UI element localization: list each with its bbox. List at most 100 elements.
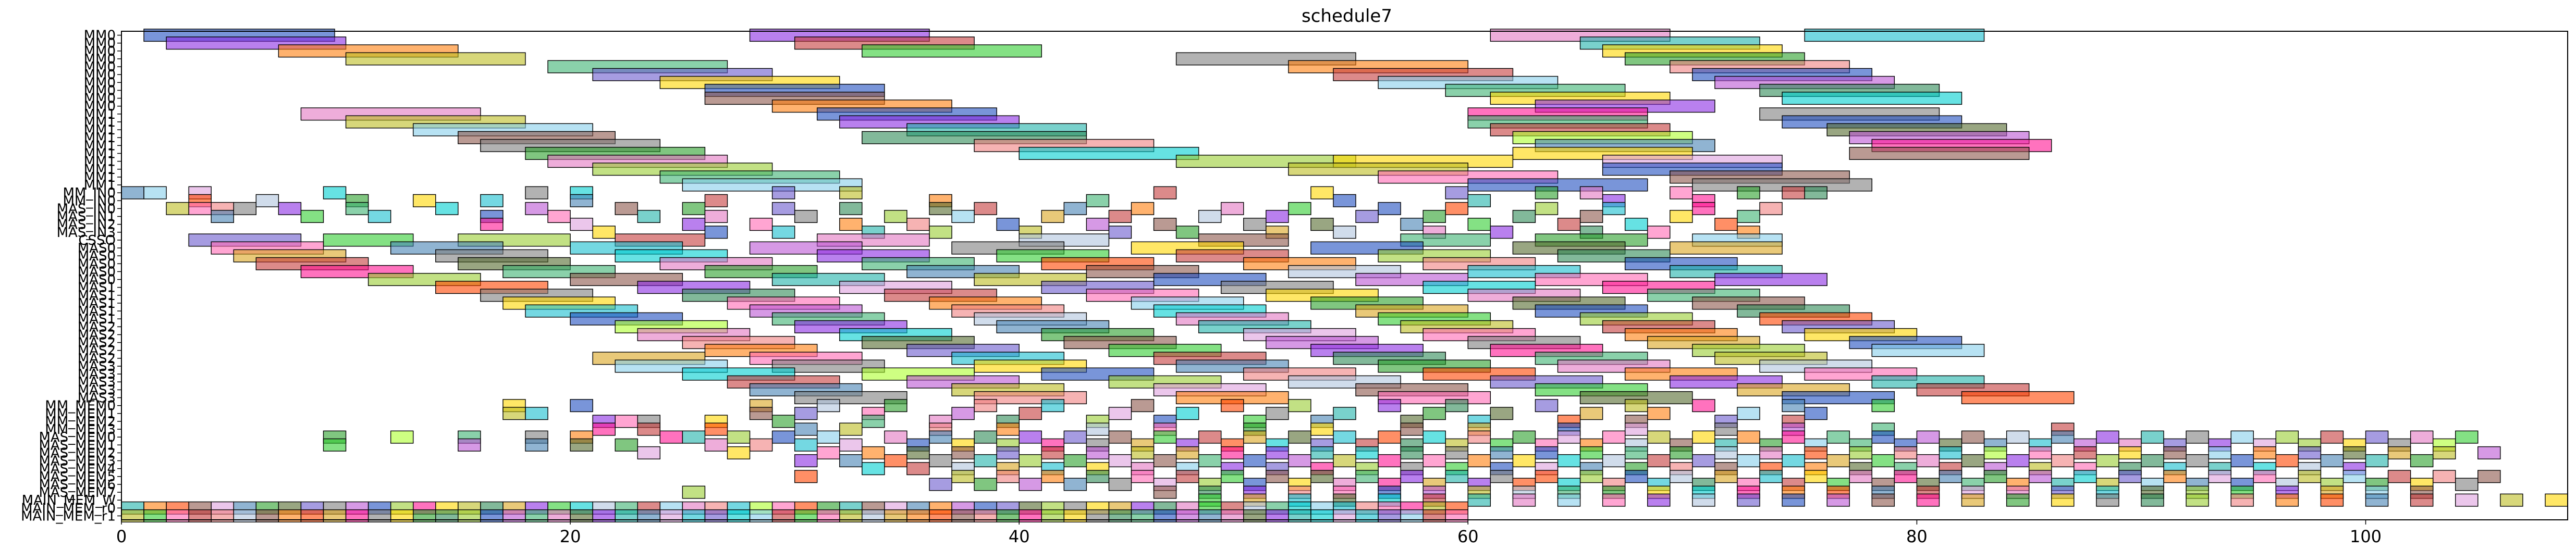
task-bar [906,218,930,231]
task-bar [2163,470,2187,483]
task-bar [1670,446,1693,459]
task-bar [1647,226,1671,239]
y-tick-label: MM1 [84,115,116,130]
task-bar [682,430,706,444]
task-bar [817,446,840,459]
task-bar [1220,399,1244,413]
task-bar [2074,446,2097,459]
y-tick-label: MM0 [84,52,116,67]
task-bar [682,485,706,499]
task-bar [2500,493,2523,507]
task-bar [1782,399,1805,413]
task-bar [1378,202,1401,215]
task-bar [1422,407,1446,420]
task-bar [413,194,436,207]
task-bar [1871,493,1895,507]
y-tick-label: MAS2 [78,351,116,367]
x-tick-label: 60 [1457,527,1479,546]
y-tick-label: MAS1 [78,296,116,311]
task-bar [2455,493,2479,507]
task-bar [1108,478,1132,491]
task-bar [615,415,638,428]
task-bar [2141,454,2164,468]
task-bar [1445,202,1469,215]
task-bar [2432,470,2456,483]
chart-title: schedule7 [1302,6,1392,27]
task-bar [884,399,907,413]
task-bar [1153,454,1177,468]
task-bar [2365,454,2389,468]
task-bar [1153,186,1177,199]
task-bar [1512,430,1536,444]
task-bar [794,470,818,483]
task-bar [615,438,638,452]
task-bar [1063,430,1087,444]
task-bar [1108,454,1132,468]
task-bar [884,210,907,223]
y-tick-label: MAS0 [78,264,116,280]
task-bar [771,226,795,239]
task-bar [1041,470,1065,483]
task-bar [1243,454,1267,468]
task-bar [278,202,302,215]
y-tick-label: MAS1 [78,280,116,296]
task-bar [1086,470,1110,483]
y-tick-label: MM0 [84,67,116,83]
y-tick-label: MAS3 [78,367,116,382]
task-bar [1086,422,1110,436]
task-bar [704,226,728,239]
task-bar [771,202,795,215]
task-bar [1108,430,1132,444]
task-bar [1310,470,1334,483]
task-bar [1175,470,1199,483]
task-bar [1782,186,1805,199]
task-bar [1602,493,1626,507]
task-bar [1019,454,1042,468]
task-bar [704,194,728,207]
task-bar [255,194,279,207]
task-bar [1445,470,1469,483]
task-bar [1647,407,1671,420]
y-tick-label: MM1 [84,130,116,146]
task-bar [2298,470,2322,483]
task-bar [974,478,997,491]
y-tick-label: MM0 [84,59,116,75]
y-tick-label: MAS_MEM5 [39,469,116,485]
task-bar [367,210,391,223]
task-bar [1063,478,1087,491]
task-bar [951,470,975,483]
y-tick-label: MM1 [84,122,116,138]
task-bar [1557,454,1581,468]
task-bar [704,210,728,223]
y-tick-label: MAS_MEM7 [39,485,116,501]
task-bar [1670,210,1693,223]
task-bar [704,438,728,452]
task-bar [323,438,347,452]
task-bar [862,415,885,428]
task-bar [1288,202,1311,215]
task-bar [1535,470,1559,483]
y-tick-label: MAS2 [78,327,116,343]
y-tick-label: MM1 [84,146,116,162]
task-bar [1782,92,1962,105]
y-tick-label: MM0 [84,75,116,91]
task-bar [1131,202,1155,215]
task-bar [1737,493,1760,507]
task-bar [211,210,234,223]
task-bar [525,202,548,215]
task-bar [1983,446,2007,459]
y-tick-label: MAS1 [78,311,116,327]
task-bar [323,186,347,199]
task-bar [188,202,212,215]
task-bar [1288,399,1311,413]
task-bar [2455,430,2479,444]
task-bar [1557,218,1581,231]
task-bar [862,462,885,476]
task-bar [906,446,930,459]
task-bar [817,430,840,444]
task-bar [2096,454,2119,468]
task-bar [1692,493,1715,507]
task-bar [1333,430,1356,444]
task-bar [1670,241,1783,255]
task-bar [1490,407,1514,420]
